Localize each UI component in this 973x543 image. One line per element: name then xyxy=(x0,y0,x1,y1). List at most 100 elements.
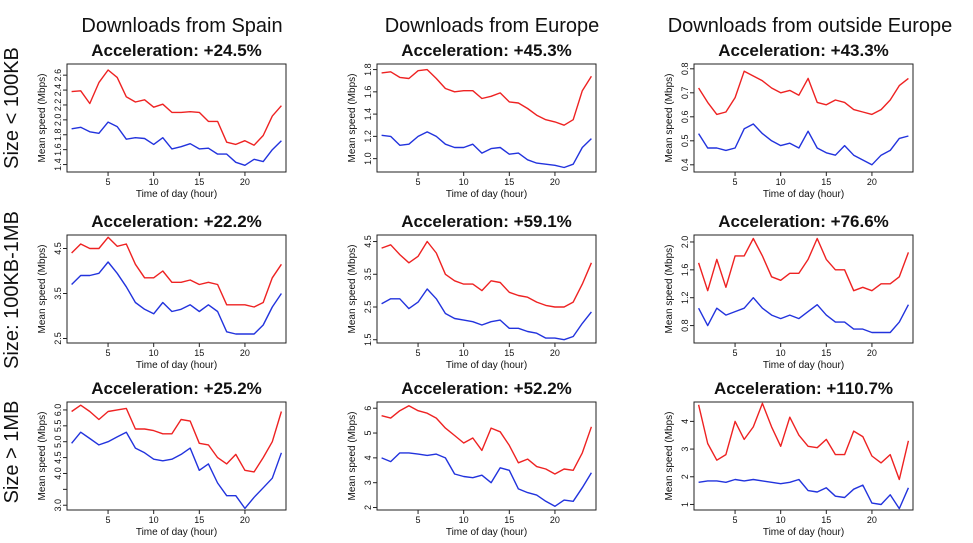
plot-frame xyxy=(66,234,287,344)
chart-panels: Acceleration: +24.5%5 10 15 201.41.61.82.02… xyxy=(37,41,914,538)
y-tick-label: 2.5 xyxy=(53,332,63,345)
y-tick-label: 2 xyxy=(680,474,690,479)
plot-frame xyxy=(693,234,914,344)
x-tick-label: 5 xyxy=(106,515,111,525)
y-tick-label: 5 xyxy=(363,431,373,436)
x-axis-label: Time of day (hour) xyxy=(136,527,217,538)
y-tick-label: 4 xyxy=(363,455,373,460)
x-axis-label: Time of day (hour) xyxy=(446,189,527,200)
y-tick-label: 2 xyxy=(363,505,373,510)
y-axis-label: Mean speed (Mbps) xyxy=(37,245,48,334)
y-tick-label: 4.5 xyxy=(53,451,63,464)
y-tick-label: 2.2 xyxy=(53,99,63,112)
x-tick-label: 20 xyxy=(550,348,560,358)
panel-title: Acceleration: +24.5% xyxy=(91,41,262,60)
panel-title: Acceleration: +76.6% xyxy=(718,212,889,231)
y-tick-label: 0.5 xyxy=(680,135,690,148)
y-tick-label: 1.5 xyxy=(363,333,373,346)
x-tick-label: 10 xyxy=(149,177,159,187)
panel-title: Acceleration: +59.1% xyxy=(401,212,572,231)
plot-frame xyxy=(693,401,914,511)
x-tick-label: 15 xyxy=(504,177,514,187)
red-series-line xyxy=(698,70,909,116)
blue-series-line xyxy=(71,261,282,335)
chart-panel: Acceleration: +24.5% 5 10 15 20 1.4 1.61.8 2.0 2… xyxy=(37,41,287,200)
plot-frame xyxy=(693,63,914,173)
y-tick-label: 2.0 xyxy=(53,114,63,127)
x-tick-label: 5 xyxy=(416,177,421,187)
blue-series-line xyxy=(71,431,283,510)
red-series-line xyxy=(381,405,593,475)
panel-title: Acceleration: +43.3% xyxy=(718,41,889,60)
y-tick-label: 2.5 xyxy=(363,301,373,314)
y-tick-label: 1.2 xyxy=(680,291,690,304)
y-tick-label: 3.5 xyxy=(53,287,63,300)
red-series-line xyxy=(71,236,282,308)
y-tick-label: 3 xyxy=(363,480,373,485)
plot-frame xyxy=(376,63,597,173)
y-tick-label: 4 xyxy=(680,419,690,424)
blue-series-line xyxy=(71,121,282,167)
chart-panel: Acceleration: +76.6% 5 10 15 20 0.8 1.2 1.6 2.0 T… xyxy=(664,212,914,371)
x-tick-label: 20 xyxy=(240,515,250,525)
y-tick-label: 1.4 xyxy=(53,158,63,171)
x-tick-label: 5 xyxy=(733,348,738,358)
x-axis-label: Time of day (hour) xyxy=(446,527,527,538)
panel-title: Acceleration: +52.2% xyxy=(401,379,572,398)
y-tick-label: 4.0 xyxy=(53,467,63,480)
x-axis-label: Time of day (hour) xyxy=(763,527,844,538)
x-tick-label: 15 xyxy=(821,348,831,358)
y-tick-label: 1.2 xyxy=(363,130,373,143)
red-series-line xyxy=(381,240,593,308)
x-tick-label: 5 xyxy=(106,348,111,358)
x-tick-label: 20 xyxy=(550,177,560,187)
x-tick-label: 15 xyxy=(504,348,514,358)
x-tick-label: 5 xyxy=(416,515,421,525)
y-tick-label: 2.6 xyxy=(53,69,63,82)
y-axis-label: Mean speed (Mbps) xyxy=(37,74,48,163)
x-tick-label: 10 xyxy=(776,177,786,187)
x-tick-label: 20 xyxy=(240,177,250,187)
y-tick-label: 5.0 xyxy=(53,435,63,448)
x-axis-label: Time of day (hour) xyxy=(136,360,217,371)
y-tick-label: 1.6 xyxy=(363,86,373,99)
chart-panel: Acceleration: +45.3% 5 10 15 20 1.0 1.2 1.4 1.6 1… xyxy=(347,41,597,200)
blue-series-line xyxy=(697,297,910,334)
y-tick-label: 0.8 xyxy=(680,63,690,76)
red-series-line xyxy=(71,69,282,146)
y-tick-label: 4.5 xyxy=(363,235,373,248)
y-tick-label: 0.8 xyxy=(680,319,690,332)
plot-frame xyxy=(376,401,597,511)
y-axis-label: Mean speed (Mbps) xyxy=(347,412,358,501)
x-axis-label: Time of day (hour) xyxy=(446,360,527,371)
x-tick-label: 20 xyxy=(240,348,250,358)
y-tick-label: 1.0 xyxy=(363,152,373,165)
y-tick-label: 3.0 xyxy=(53,499,63,512)
x-tick-label: 15 xyxy=(194,177,204,187)
y-tick-label: 6 xyxy=(363,406,373,411)
x-tick-label: 15 xyxy=(504,515,514,525)
y-axis-label: Mean speed (Mbps) xyxy=(347,245,358,334)
y-tick-label: 1.6 xyxy=(680,264,690,277)
y-tick-label: 3.5 xyxy=(363,268,373,281)
x-tick-label: 5 xyxy=(733,515,738,525)
x-tick-label: 10 xyxy=(459,177,469,187)
red-series-line xyxy=(71,404,283,473)
blue-series-line xyxy=(381,288,592,341)
x-tick-label: 10 xyxy=(149,348,159,358)
plot-frame xyxy=(66,401,287,511)
x-tick-label: 15 xyxy=(821,515,831,525)
x-tick-label: 5 xyxy=(733,177,738,187)
y-tick-label: 1 xyxy=(680,502,690,507)
y-axis-label: Mean speed (Mbps) xyxy=(664,74,675,163)
red-series-line xyxy=(697,237,910,292)
x-tick-label: 15 xyxy=(194,515,204,525)
x-tick-label: 15 xyxy=(194,348,204,358)
x-tick-label: 5 xyxy=(106,177,111,187)
y-axis-label: Mean speed (Mbps) xyxy=(37,412,48,501)
plot-frame xyxy=(376,234,597,344)
x-tick-label: 15 xyxy=(821,177,831,187)
y-tick-label: 3 xyxy=(680,447,690,452)
y-tick-label: 6.0 xyxy=(53,404,63,417)
